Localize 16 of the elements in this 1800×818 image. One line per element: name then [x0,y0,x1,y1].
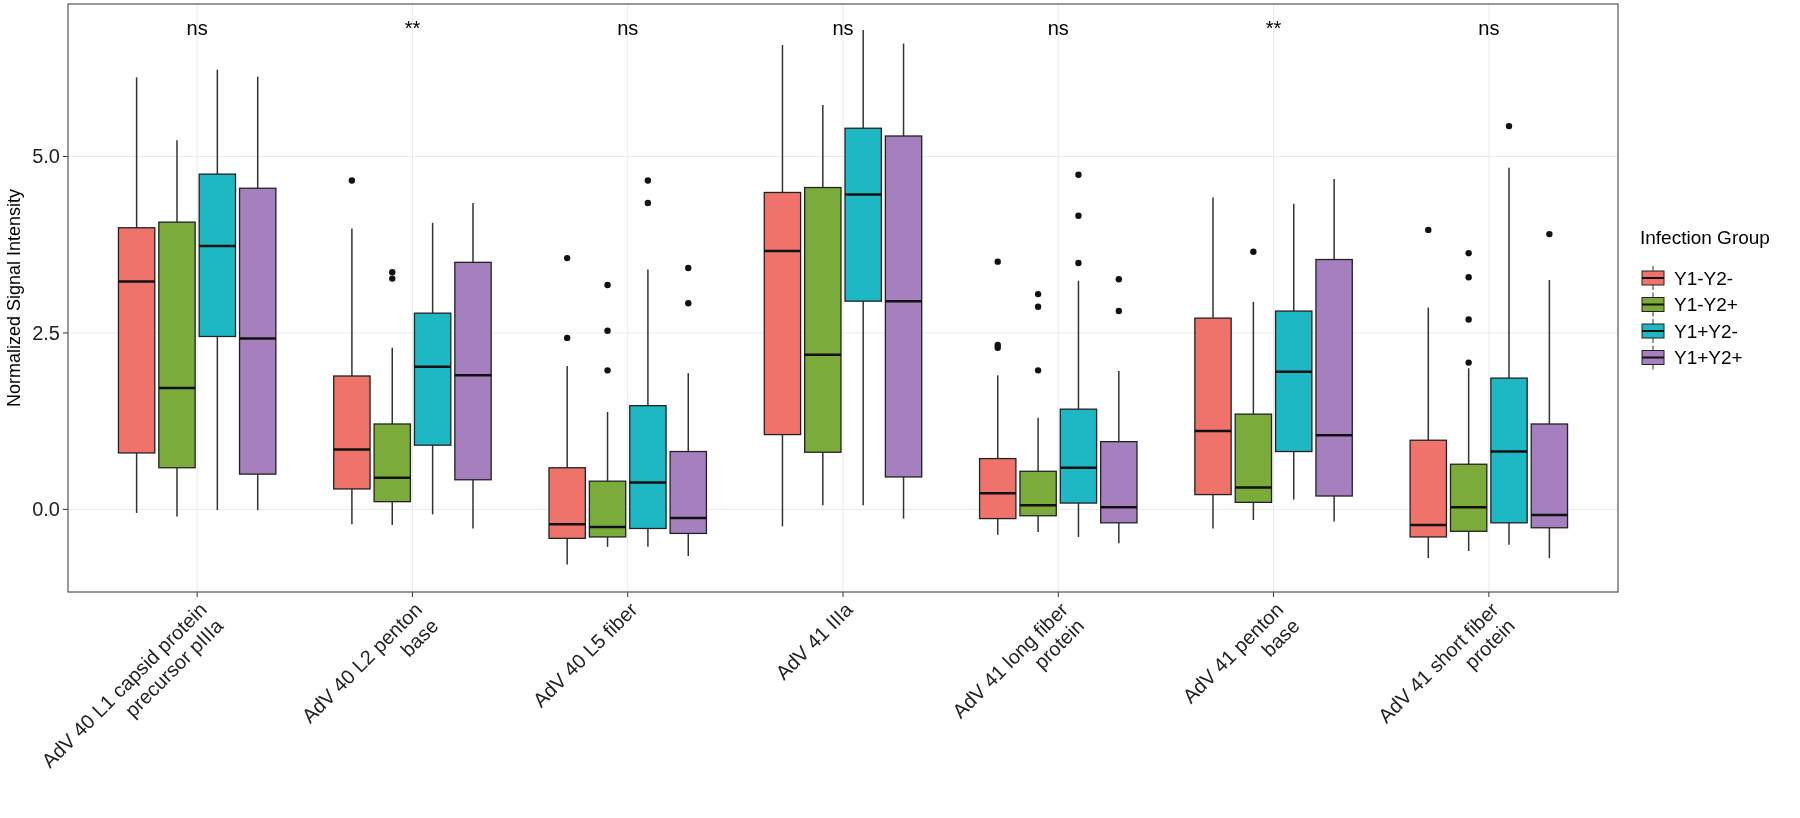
annotation: ns [617,17,639,39]
annotation: ns [832,17,854,39]
legend-label: Y1-Y2- [1674,267,1734,289]
annotation: ns [1478,17,1500,39]
y-tick-label: 5.0 [32,145,60,168]
legend-title: Infection Group [1640,227,1770,248]
annotation: ns [1047,17,1069,39]
y-tick-label: 0.0 [32,498,60,521]
legend-label: Y1-Y2+ [1674,294,1738,316]
y-tick-label: 2.5 [32,321,60,344]
legend-label: Y1+Y2- [1674,320,1738,342]
annotation: ns [186,17,208,39]
annotation: ** [404,17,421,39]
annotation: ** [1265,17,1282,39]
legend-label: Y1+Y2+ [1674,347,1743,369]
y-axis-title: Normalized Signal Intensity [4,188,24,408]
